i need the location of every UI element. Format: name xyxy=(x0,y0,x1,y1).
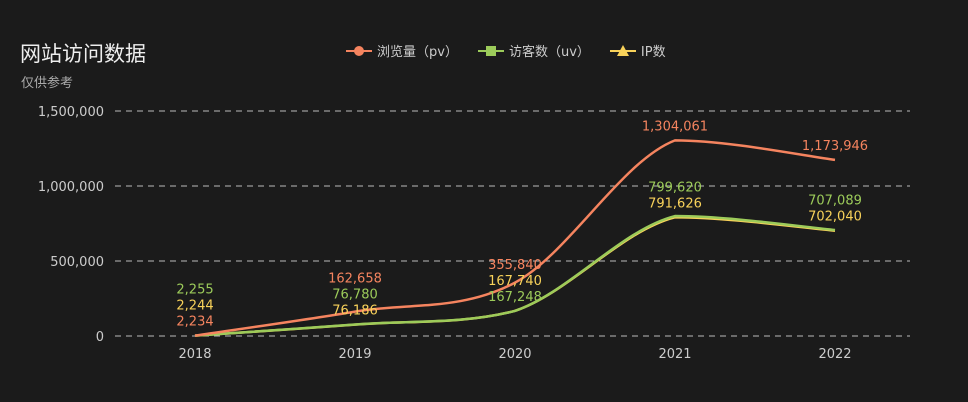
legend-item-uv[interactable]: 访客数（uv） xyxy=(477,41,590,60)
y-tick-label: 1,500,000 xyxy=(38,105,104,120)
x-tick-label: 2018 xyxy=(178,347,211,362)
x-tick-label: 2021 xyxy=(658,347,691,362)
data-label: 1,173,946 xyxy=(802,139,868,154)
data-label: 1,304,061 xyxy=(642,119,708,134)
data-label: 2,255 xyxy=(176,283,213,298)
legend-item-ip[interactable]: IP数 xyxy=(609,41,666,60)
legend-label: 浏览量（pv） xyxy=(377,45,458,60)
x-tick-label: 2020 xyxy=(498,347,531,362)
data-label: 707,089 xyxy=(808,194,862,209)
data-label: 167,740 xyxy=(488,274,542,289)
data-label: 167,248 xyxy=(488,290,542,305)
data-label: 702,040 xyxy=(808,210,862,225)
data-label: 2,234 xyxy=(176,315,213,330)
legend-label: 访客数（uv） xyxy=(508,45,590,60)
circle-marker-icon xyxy=(346,45,372,56)
legend-label: IP数 xyxy=(640,45,666,60)
legend: 浏览量（pv） 访客数（uv） IP数 xyxy=(346,41,666,60)
chart-title: 网站访问数据 xyxy=(20,42,146,66)
series-line xyxy=(194,139,836,337)
data-label: 162,658 xyxy=(328,272,382,287)
triangle-marker-icon xyxy=(609,44,636,56)
data-label: 76,186 xyxy=(332,304,378,319)
data-label: 791,626 xyxy=(648,196,702,211)
square-marker-icon xyxy=(477,45,504,56)
data-label: 2,244 xyxy=(176,299,213,314)
y-tick-label: 1,000,000 xyxy=(38,180,104,195)
y-tick-label: 500,000 xyxy=(50,255,104,270)
data-label: 799,620 xyxy=(648,180,702,195)
chart-subtitle: 仅供参考 xyxy=(21,76,74,91)
y-tick-label: 0 xyxy=(96,330,104,345)
x-tick-label: 2019 xyxy=(338,347,371,362)
series-line xyxy=(194,214,836,337)
x-tick-label: 2022 xyxy=(818,347,851,362)
legend-item-pv[interactable]: 浏览量（pv） xyxy=(346,41,458,60)
data-label: 76,780 xyxy=(332,288,378,303)
data-label: 355,840 xyxy=(488,258,542,273)
